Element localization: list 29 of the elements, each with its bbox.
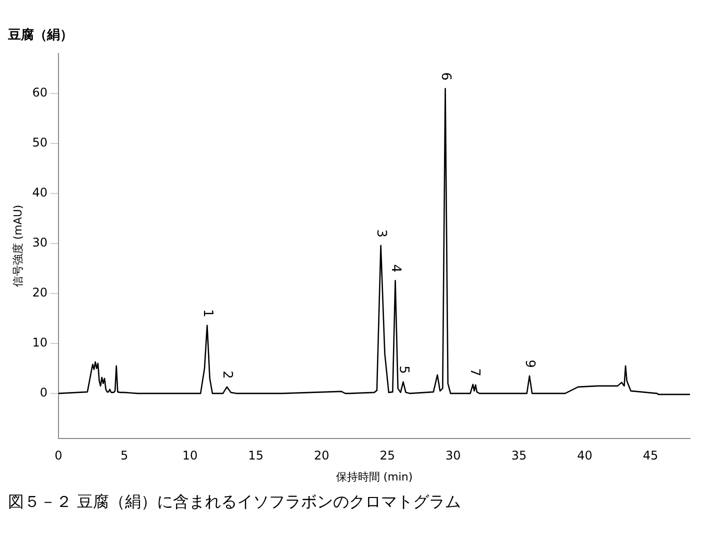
x-tick-label: 25 [380,448,396,463]
x-tick-label: 20 [314,448,330,463]
x-tick-label: 35 [511,448,527,463]
x-tick-label: 40 [577,448,592,463]
chart-title: 豆腐（絹） [7,27,73,44]
y-tick-label: 20 [32,286,48,300]
x-axis-title: 保持時間 (min) [336,470,413,484]
y-tick-label: 50 [32,136,48,150]
y-tick-label: 60 [32,86,48,100]
annotation: 6 [438,72,453,81]
x-tick-label: 45 [642,448,658,463]
annotation: 1 [200,309,215,318]
annotation: 9 [522,360,538,368]
x-tick-label: 5 [120,448,128,463]
annotation: 4 [388,264,403,272]
annotation: 7 [466,368,482,376]
annotation: 5 [396,366,411,374]
y-tick-label: 40 [32,186,48,200]
y-tick-label: 10 [32,336,48,350]
annotation: 3 [373,229,388,238]
x-tick-label: 30 [446,448,461,463]
x-tick-label: 10 [182,448,198,463]
y-tick-label: 0 [40,386,48,400]
y-tick-label: 30 [32,236,48,250]
y-axis-title: 信号強度 (mAU) [11,204,24,288]
x-tick-label: 15 [248,448,264,463]
x-tick-label: 0 [54,448,62,463]
annotation: 2 [220,370,235,379]
caption: 図５－２ 豆腐（絹）に含まれるイソフラボンのクロマトグラム [8,492,462,513]
